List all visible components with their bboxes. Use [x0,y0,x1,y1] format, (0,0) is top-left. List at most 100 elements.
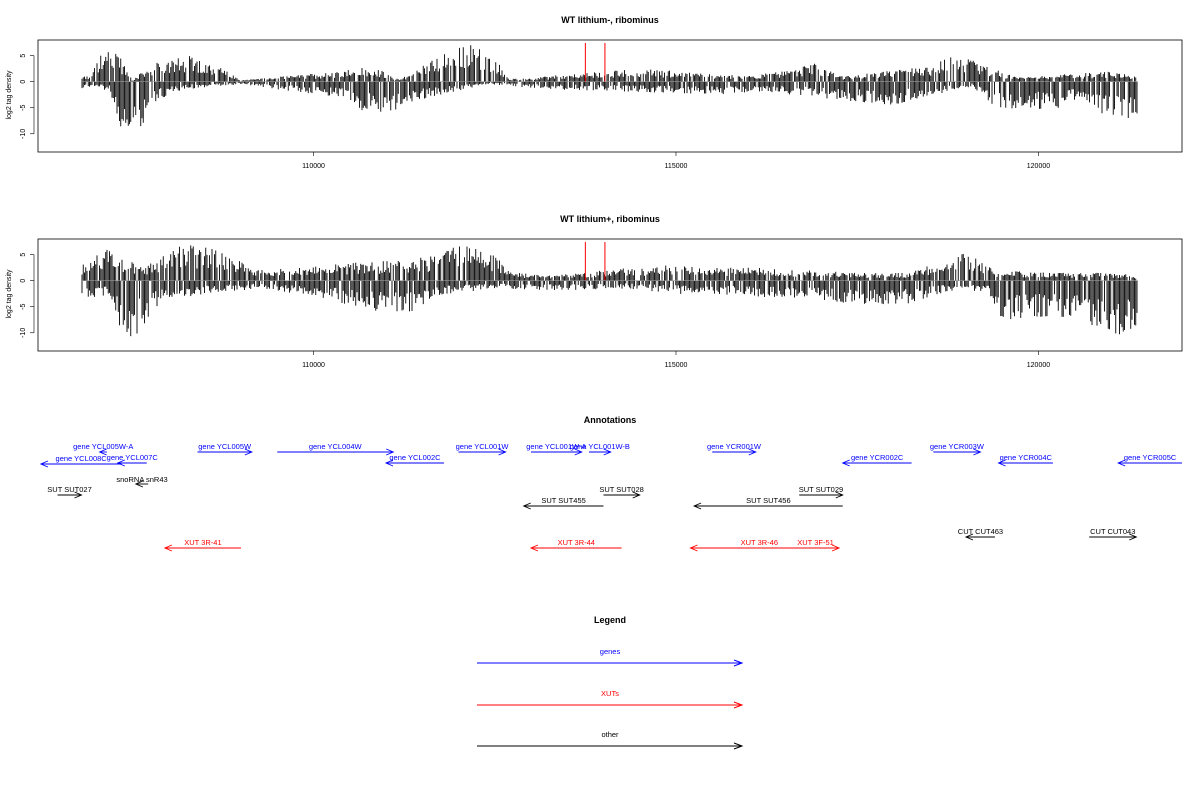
x-tick-label: 115000 [665,163,688,170]
feature-label: gene YCL005W-A [73,442,133,451]
feature-label: XUT 3R-41 [184,538,221,547]
feature-arrowhead [603,448,612,456]
annotation-xut-3r-44: XUT 3R-44 [529,538,622,552]
plot-frame [37,238,1183,352]
legend-arrowhead [733,742,744,750]
x-axis: 110000 115000 120000 [302,152,1050,170]
annotation-gene-ycl002c: gene YCL002C [384,453,444,467]
feature-arrowhead [522,502,531,510]
feature-arrowhead [997,459,1006,467]
feature-arrowhead [98,448,107,456]
feature-label: CUT CUT463 [958,527,1003,536]
y-tick-label: 5 [20,54,27,58]
annotation-snorna-snr43: snoRNA snR43 [116,475,168,488]
feature-label: SUT SUT028 [599,485,643,494]
x-tick-label: 110000 [302,163,325,170]
annotation-gene-ycl001w-a: gene YCL001W-A [526,442,586,456]
feature-arrowhead [973,448,982,456]
feature-label: gene YCL001W-B [570,442,630,451]
feature-arrowhead [632,491,641,499]
feature-label: CUT CUT043 [1090,527,1135,536]
y-tick-label: -5 [20,105,27,111]
feature-label: XUT 3R-46 [741,538,778,547]
legend-arrowhead [733,701,744,709]
feature-arrowhead [39,460,49,468]
annotation-gene-ycl005w: gene YCL005W [197,442,254,456]
annotation-xut-3f-51: XUT 3F-51 [791,538,841,552]
feature-label: gene YCR002C [851,453,904,462]
feature-label: gene YCR004C [1000,453,1053,462]
feature-label: gene YCL005W [198,442,252,451]
feature-arrowhead [386,448,395,456]
x-tick-label: 115000 [665,362,688,369]
annotation-gene-ycl007c: gene YCL007C [107,453,159,467]
feature-label: XUT 3R-44 [558,538,595,547]
annotation-gene-ycl004w: gene YCL004W [277,442,395,456]
y-axis-label: log2 tag density [6,269,13,319]
feature-label: gene YCL001W-A [526,442,586,451]
annotation-sut-sut028: SUT SUT028 [599,485,644,499]
track-panel-lithium-minus: WT lithium-, ribominus log2 tag density … [6,15,1183,170]
x-tick-label: 110000 [302,362,325,369]
feature-arrowhead [498,448,507,456]
legend-items: genes XUTs other [477,647,744,750]
feature-label: snoRNA snR43 [116,475,167,484]
annotations-title: Annotations [584,415,637,425]
annotation-sut-sut455: SUT SUT455 [522,496,604,510]
feature-arrowhead [692,502,702,510]
legend-label: XUTs [601,689,619,698]
legend-arrowhead [733,659,744,667]
annotation-gene-ycr001w: gene YCR001W [707,442,762,456]
annotation-gene-ycl008c: gene YCL008C [39,454,122,468]
feature-label: gene YCR001W [707,442,762,451]
annotation-gene-ycl005w-a: gene YCL005W-A [73,442,133,456]
feature-label: gene YCL004W [309,442,363,451]
annotation-gene-ycr003w: gene YCR003W [930,442,985,456]
y-tick-label: 0 [20,80,27,84]
x-axis: 110000 115000 120000 [302,351,1050,369]
marker-lines [584,242,606,281]
annotation-xut-3r-41: XUT 3R-41 [163,538,241,552]
feature-arrowhead [1117,459,1126,467]
panel-title: WT lithium+, ribominus [560,214,660,224]
feature-arrowhead [835,491,844,499]
legend-title: Legend [594,615,626,625]
feature-label: SUT SUT027 [47,485,91,494]
feature-label: gene YCL007C [107,453,159,462]
legend-item-xuts: XUTs [477,689,744,709]
feature-label: gene YCL002C [389,453,441,462]
feature-arrowhead [529,544,539,552]
annotation-gene-ycl001w: gene YCL001W [456,442,510,456]
feature-label: gene YCL001W [456,442,510,451]
legend-label: other [601,730,619,739]
y-axis: -10 -5 0 5 [20,54,35,139]
x-tick-label: 120000 [1027,163,1050,170]
y-tick-label: 0 [20,279,27,283]
annotation-gene-ycr002c: gene YCR002C [841,453,912,467]
panel-title: WT lithium-, ribominus [561,15,659,25]
feature-label: gene YCL008C [56,454,108,463]
feature-arrowhead [134,480,144,488]
feature-arrowhead [574,448,583,456]
annotation-gene-ycr005c: gene YCR005C [1117,453,1182,467]
feature-label: SUT SUT455 [541,496,585,505]
y-tick-label: 5 [20,253,27,257]
legend-panel: Legend genes XUTs other [477,615,744,750]
feature-label: XUT 3F-51 [797,538,834,547]
annotation-cut-cut043: CUT CUT043 [1089,527,1138,541]
legend-item-genes: genes [477,647,744,667]
y-tick-label: -10 [20,328,27,338]
annotation-sut-sut027: SUT SUT027 [47,485,92,499]
marker-lines [584,43,606,82]
feature-arrowhead [831,544,841,552]
y-tick-label: -5 [20,304,27,310]
annotation-gene-ycr004c: gene YCR004C [997,453,1053,467]
feature-arrowhead [748,448,757,456]
feature-label: SUT SUT456 [746,496,790,505]
feature-label: SUT SUT029 [799,485,843,494]
signal-bars [81,245,1138,337]
feature-arrowhead [964,533,974,541]
feature-arrowhead [116,459,125,467]
feature-arrowhead [841,459,850,467]
